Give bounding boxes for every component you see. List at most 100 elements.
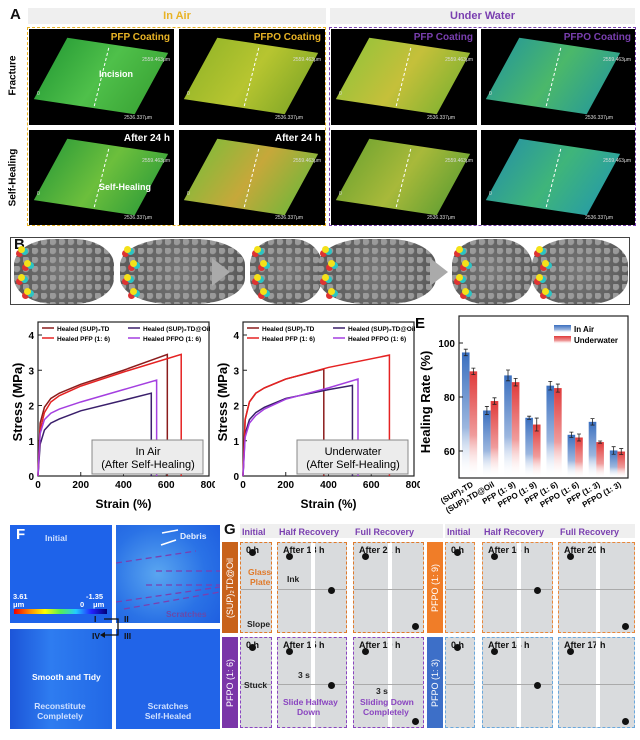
error-bar bbox=[590, 418, 595, 426]
error-bar bbox=[484, 406, 489, 415]
bar bbox=[490, 401, 499, 478]
functional-group bbox=[18, 246, 25, 253]
healed-image bbox=[116, 629, 220, 729]
debris-label: Debris bbox=[180, 531, 207, 541]
legend-label: Healed PFPO (1: 6) bbox=[143, 336, 201, 343]
annotation-box bbox=[296, 439, 409, 475]
functional-group bbox=[542, 260, 549, 267]
slope-edge bbox=[278, 684, 346, 685]
glass-plate-label: Glass bbox=[248, 567, 272, 577]
functional-group bbox=[542, 288, 549, 295]
legend-label: In Air bbox=[574, 325, 594, 334]
g-header-2: Full Recovery bbox=[355, 527, 415, 537]
dimension-x: 2536.337μm bbox=[124, 115, 152, 121]
bar bbox=[609, 450, 618, 478]
healed-label-2: Self-Healed bbox=[144, 711, 192, 721]
bar bbox=[469, 371, 478, 478]
ink-droplet bbox=[328, 682, 336, 689]
ink-droplet bbox=[534, 587, 542, 594]
y-tick-label: 3 bbox=[233, 366, 239, 377]
surface-image: PFPO Coating 2559.463μm 2536.337μm 0 bbox=[481, 29, 635, 125]
y-tick-label: 60 bbox=[444, 447, 456, 458]
legend-label: Healed PFPO (1: 6) bbox=[348, 336, 406, 343]
slide-halfway-label: Down bbox=[297, 707, 321, 717]
g-header-1: Half Recovery bbox=[279, 527, 340, 537]
surface-image: After 24 h Self-Healing 2559.463μm 2536.337… bbox=[29, 130, 174, 225]
time-label: After 16 h bbox=[488, 545, 530, 555]
functional-group bbox=[456, 274, 463, 281]
initial-label: Initial bbox=[45, 533, 68, 543]
tile-title: After 24 h bbox=[274, 133, 321, 144]
scale-zero: 0 bbox=[80, 600, 85, 609]
under-water-frame bbox=[329, 27, 636, 226]
sample-label-strip: PFPO (1: 9) bbox=[427, 542, 443, 633]
legend-label: Healed (SUP)₂TD bbox=[262, 326, 315, 333]
sample-name: PFPO (1: 3) bbox=[430, 658, 440, 707]
series-line bbox=[37, 392, 153, 477]
tile-title: PFPO Coating bbox=[563, 32, 631, 43]
step-ii: II bbox=[124, 614, 129, 624]
tile-title: PFPO Coating bbox=[253, 32, 321, 43]
annotation-text: In Air bbox=[135, 446, 160, 458]
slope-edge bbox=[446, 684, 474, 685]
functional-group bbox=[124, 274, 131, 281]
ink-droplet bbox=[286, 648, 293, 655]
error-bar bbox=[598, 440, 603, 444]
ink-label: Ink bbox=[287, 574, 300, 584]
dimension-x: 2536.337μm bbox=[585, 115, 613, 121]
droplet-photo: After 14 h bbox=[482, 637, 553, 728]
dimension-x: 2536.337μm bbox=[427, 115, 455, 121]
bar bbox=[483, 410, 491, 478]
scratch-lines bbox=[116, 529, 220, 610]
bar bbox=[511, 382, 520, 478]
functional-group bbox=[322, 274, 329, 281]
annotation-box bbox=[91, 439, 204, 475]
tile-title: PFP Coating bbox=[413, 32, 473, 43]
initial-image bbox=[10, 525, 112, 623]
ink-droplet bbox=[567, 553, 574, 560]
droplet-photo: 0 h bbox=[240, 637, 272, 728]
x-tick-label: 400 bbox=[320, 480, 337, 491]
ink-droplet bbox=[534, 682, 542, 689]
legend-swatch bbox=[554, 325, 571, 333]
surface-image: 2559.463μm 2536.337μm 0 bbox=[331, 130, 477, 225]
image-divider bbox=[387, 638, 392, 727]
dimension-y: 2559.463μm bbox=[142, 158, 170, 164]
droplet-photo: After 19 h bbox=[353, 637, 424, 728]
slide-halfway-label: Slide Halfway bbox=[283, 697, 338, 707]
sample-name: PFPO (1: 9) bbox=[430, 563, 440, 612]
panel-b-frame bbox=[10, 237, 630, 305]
bar bbox=[567, 434, 576, 478]
dimension-x: 2536.337μm bbox=[427, 215, 455, 221]
healed-label-1: Scratches bbox=[147, 701, 189, 711]
droplet-photo: After 20 h bbox=[558, 542, 635, 633]
droplet-photo: 0 h bbox=[445, 542, 475, 633]
droplet-photo: After 16 h bbox=[482, 542, 553, 633]
reconstitute-label-2: Completely bbox=[37, 711, 83, 721]
functional-group bbox=[260, 288, 267, 295]
time-label: After 17 h bbox=[564, 640, 606, 650]
time-label: After 14 h bbox=[488, 640, 530, 650]
time-3s-label: 3 s bbox=[376, 686, 388, 696]
dimension-y: 2559.463μm bbox=[142, 57, 170, 63]
ink-droplet bbox=[362, 553, 369, 560]
row-label-self-healing: Self-Healing bbox=[7, 148, 19, 207]
error-bar bbox=[555, 383, 560, 393]
y-axis-label: Stress (MPa) bbox=[10, 363, 25, 442]
image-divider bbox=[516, 638, 521, 727]
x-tick-label: 600 bbox=[363, 480, 380, 491]
series-line bbox=[37, 379, 158, 477]
error-bar bbox=[611, 446, 616, 455]
ink-droplet bbox=[249, 644, 256, 651]
step-i: I bbox=[94, 614, 97, 624]
surface-image: PFP Coating 2559.463μm 2536.337μm 0 bbox=[331, 29, 477, 125]
legend-label: Healed (SUP)₂TD@Oil bbox=[348, 326, 416, 333]
functional-group bbox=[124, 246, 131, 253]
image-divider bbox=[311, 543, 315, 632]
bar bbox=[575, 437, 583, 478]
ink-droplet bbox=[286, 553, 293, 560]
annotation-text: Underwater bbox=[325, 446, 382, 458]
reconstituted-image bbox=[10, 629, 112, 729]
scale-unit-min: μm bbox=[93, 600, 105, 609]
